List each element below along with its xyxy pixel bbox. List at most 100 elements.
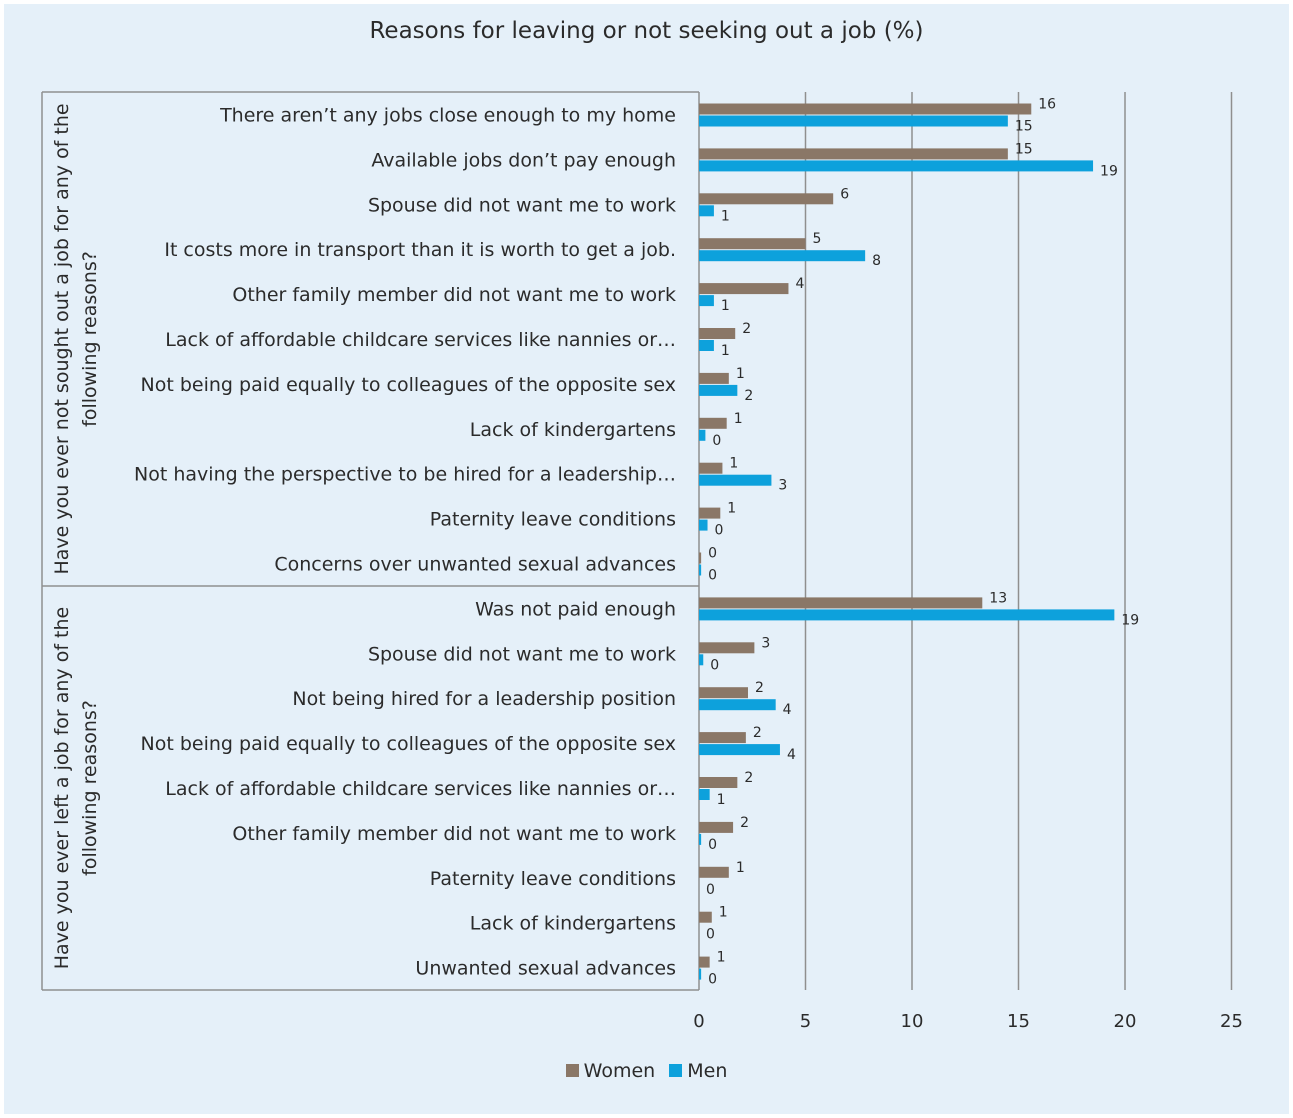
group-label: Have you ever left a job for any of the xyxy=(51,607,73,970)
category-label: Other family member did not want me to w… xyxy=(232,284,676,306)
data-label-men: 8 xyxy=(872,253,881,269)
group-label: following reasons? xyxy=(79,251,101,427)
bar-men xyxy=(699,205,714,217)
bar-men xyxy=(699,160,1094,172)
chart-title: Reasons for leaving or not seeking out a… xyxy=(369,18,924,44)
bar-women xyxy=(699,866,729,878)
data-label-women: 13 xyxy=(989,590,1007,606)
category-label: Unwanted sexual advances xyxy=(415,958,676,980)
category-label: Concerns over unwanted sexual advances xyxy=(274,554,676,576)
chart-panel xyxy=(4,4,1289,1114)
category-label: Spouse did not want me to work xyxy=(368,194,676,216)
category-label: Was not paid enough xyxy=(475,598,676,620)
bar-men xyxy=(699,744,780,756)
group-label: Have you ever not sought out a job for a… xyxy=(51,103,73,574)
data-label-women: 3 xyxy=(761,635,770,651)
data-label-women: 0 xyxy=(708,546,717,562)
bar-men xyxy=(699,429,706,441)
category-label: Paternity leave conditions xyxy=(430,868,676,890)
bar-women xyxy=(699,687,748,699)
bar-men xyxy=(699,968,702,980)
category-label: Lack of affordable childcare services li… xyxy=(165,329,676,351)
bar-women xyxy=(699,462,723,474)
category-label: Lack of kindergartens xyxy=(470,913,676,935)
data-label-women: 6 xyxy=(840,186,849,202)
bar-women xyxy=(699,911,712,923)
bar-men xyxy=(699,789,710,800)
category-label: Lack of kindergartens xyxy=(470,419,676,441)
category-frame xyxy=(41,91,700,991)
bar-women xyxy=(699,507,721,519)
data-label-women: 2 xyxy=(753,725,762,741)
bar-women xyxy=(699,238,806,250)
data-label-men: 19 xyxy=(1100,163,1118,179)
category-label: It costs more in transport than it is wo… xyxy=(164,239,676,261)
data-label-women: 1 xyxy=(729,456,738,472)
category-label: Not being hired for a leadership positio… xyxy=(292,688,676,710)
category-label: Available jobs don’t pay enough xyxy=(371,149,676,171)
category-label: Not having the perspective to be hired f… xyxy=(134,464,676,486)
bar-women xyxy=(699,148,1008,160)
data-label-men: 4 xyxy=(783,702,792,718)
bar-women xyxy=(699,552,702,564)
category-label: Not being paid equally to colleagues of … xyxy=(141,374,676,396)
data-label-men: 19 xyxy=(1121,612,1139,628)
data-label-women: 1 xyxy=(719,905,728,921)
category-label: Lack of affordable childcare services li… xyxy=(165,778,676,800)
bar-women xyxy=(699,597,983,609)
bar-women xyxy=(699,103,1032,115)
data-label-women: 4 xyxy=(795,276,804,292)
data-label-men: 4 xyxy=(787,747,796,763)
bar-men xyxy=(699,474,772,486)
x-tick-label: 15 xyxy=(1007,1011,1030,1032)
data-label-women: 1 xyxy=(717,950,726,966)
data-label-men: 1 xyxy=(717,792,726,808)
data-label-women: 2 xyxy=(755,680,764,696)
data-label-women: 1 xyxy=(727,501,736,517)
category-label: There aren’t any jobs close enough to my… xyxy=(219,105,676,127)
category-label: Spouse did not want me to work xyxy=(368,643,676,665)
bar-women xyxy=(699,956,710,968)
x-tick-label: 10 xyxy=(901,1011,924,1032)
bar-men xyxy=(699,340,714,351)
data-label-women: 2 xyxy=(740,815,749,831)
x-tick-label: 20 xyxy=(1114,1011,1137,1032)
data-label-men: 0 xyxy=(706,927,715,943)
data-label-women: 15 xyxy=(1015,141,1033,157)
bar-men xyxy=(699,250,866,262)
bar-women xyxy=(699,642,755,654)
data-label-men: 0 xyxy=(708,837,717,853)
data-label-men: 0 xyxy=(710,657,719,673)
data-label-men: 0 xyxy=(708,972,717,988)
legend-swatch-men xyxy=(669,1064,683,1077)
data-label-men: 0 xyxy=(712,433,721,449)
data-label-men: 15 xyxy=(1015,119,1033,135)
data-label-men: 1 xyxy=(721,208,730,224)
category-label: Paternity leave conditions xyxy=(430,509,676,531)
data-label-men: 0 xyxy=(708,568,717,584)
legend-item-men: Men xyxy=(669,1060,727,1082)
data-label-men: 3 xyxy=(778,478,787,494)
category-label: Not being paid equally to colleagues of … xyxy=(141,733,676,755)
data-label-women: 2 xyxy=(742,321,751,337)
bar-men xyxy=(699,699,776,711)
bar-women xyxy=(699,732,746,744)
data-label-women: 1 xyxy=(734,411,743,427)
bar-men xyxy=(699,564,702,576)
legend-label-men: Men xyxy=(687,1060,728,1082)
data-label-women: 2 xyxy=(744,770,753,786)
legend-label-women: Women xyxy=(583,1060,656,1082)
data-label-women: 1 xyxy=(736,860,745,876)
bar-men xyxy=(699,654,704,666)
bar-men xyxy=(699,384,738,396)
legend-item-women: Women xyxy=(565,1060,656,1082)
data-label-men: 2 xyxy=(744,388,753,404)
bar-men xyxy=(699,609,1115,621)
bar-women xyxy=(699,328,736,339)
bar-men xyxy=(699,833,702,845)
group-label: following reasons? xyxy=(79,700,101,876)
bar-women xyxy=(699,193,834,205)
data-label-men: 0 xyxy=(715,523,724,539)
bar-men xyxy=(699,115,1008,127)
